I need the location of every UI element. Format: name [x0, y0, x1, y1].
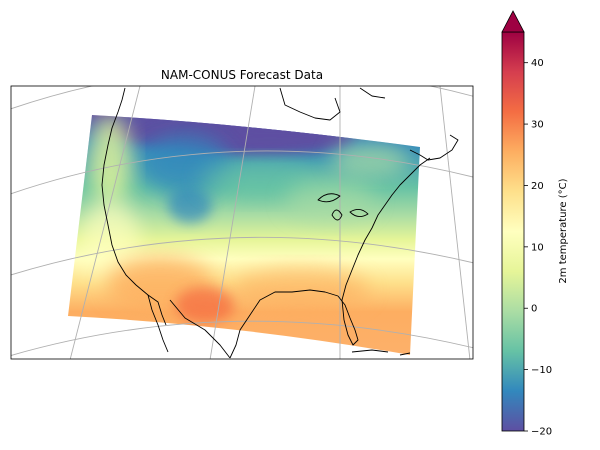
parallel-line	[11, 150, 473, 195]
parallel-line	[11, 86, 473, 110]
colorbar-label: 2m temperature (°C)	[558, 178, 569, 283]
colorbar-tick-label: 30	[531, 120, 544, 131]
maritimes-coastline	[409, 134, 459, 161]
gulf-coastline	[229, 289, 339, 359]
colorbar: 40 30 20 10 0 −10 −20 2m temperature (°C)	[501, 10, 569, 438]
meridian-line	[209, 86, 256, 359]
colorbar-tick-label: −10	[531, 365, 552, 376]
colorbar-tick-label: −20	[531, 427, 552, 438]
graticule	[11, 86, 473, 359]
colorbar-ticks: 40 30 20 10 0 −10 −20	[524, 58, 552, 438]
colorbar-tick-label: 20	[531, 181, 544, 192]
coastlines	[101, 87, 459, 359]
pacific-coastline	[101, 87, 167, 326]
meridian-line	[439, 86, 471, 359]
atlantic-coastline	[341, 157, 431, 321]
colorbar-tick-label: 0	[531, 304, 537, 315]
hispaniola-coastline	[399, 352, 411, 356]
meridian-line	[69, 86, 141, 359]
labrador-coastline	[359, 87, 386, 99]
cuba-coastline	[351, 349, 389, 353]
parallel-line	[11, 320, 473, 357]
colorbar-tick-label: 10	[531, 242, 544, 253]
baja-coastline	[147, 294, 169, 353]
map-frame	[10, 85, 474, 360]
florida-coastline	[337, 295, 359, 346]
lake-superior	[317, 193, 341, 203]
map-title: NAM-CONUS Forecast Data	[161, 68, 323, 82]
lake-huron	[349, 209, 369, 217]
mexico-coastline	[169, 299, 231, 359]
temperature-field	[68, 115, 420, 355]
parallel-line	[11, 236, 473, 276]
hudson-bay-coastline	[279, 87, 341, 121]
lake-michigan	[331, 209, 343, 221]
colorbar-tick-label: 40	[531, 58, 544, 69]
colorbar-gradient	[501, 31, 525, 432]
colorbar-extend-arrow	[501, 10, 525, 33]
